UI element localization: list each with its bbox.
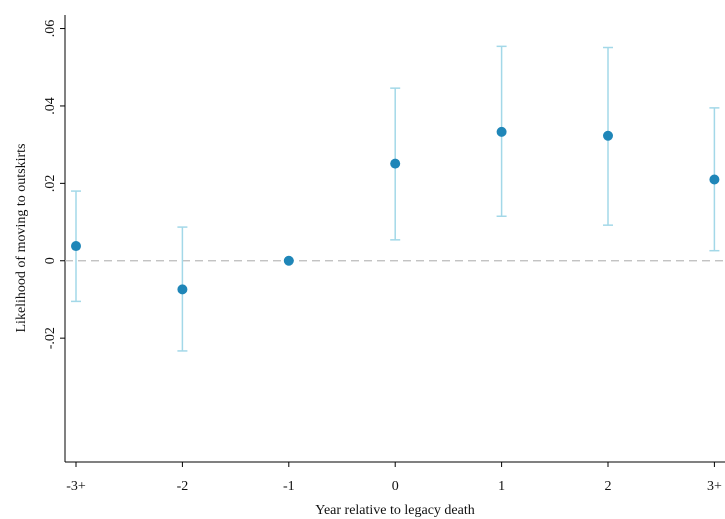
point [283, 255, 294, 266]
x-tick-label: 3+ [707, 479, 722, 494]
point [709, 174, 720, 185]
x-tick-label: 1 [498, 479, 505, 494]
x-tick-label: 2 [605, 479, 612, 494]
y-tick-label: .04 [43, 97, 58, 115]
y-tick-label: .02 [43, 175, 58, 193]
y-tick-label: .06 [43, 20, 58, 38]
point [496, 126, 507, 137]
y-tick-label: 0 [43, 257, 58, 264]
point [603, 130, 613, 141]
x-tick-label: -1 [283, 479, 295, 494]
x-axis-label: Year relative to legacy death [315, 503, 475, 518]
point [71, 241, 81, 252]
x-tick-label: 0 [392, 479, 399, 494]
x-tick-label: -2 [177, 479, 189, 494]
y-axis-label: Likelihood of moving to outskirts [14, 144, 29, 333]
point [390, 158, 401, 169]
x-tick-label: -3+ [66, 479, 86, 494]
y-tick-label: -.02 [43, 327, 58, 349]
point [177, 284, 188, 295]
